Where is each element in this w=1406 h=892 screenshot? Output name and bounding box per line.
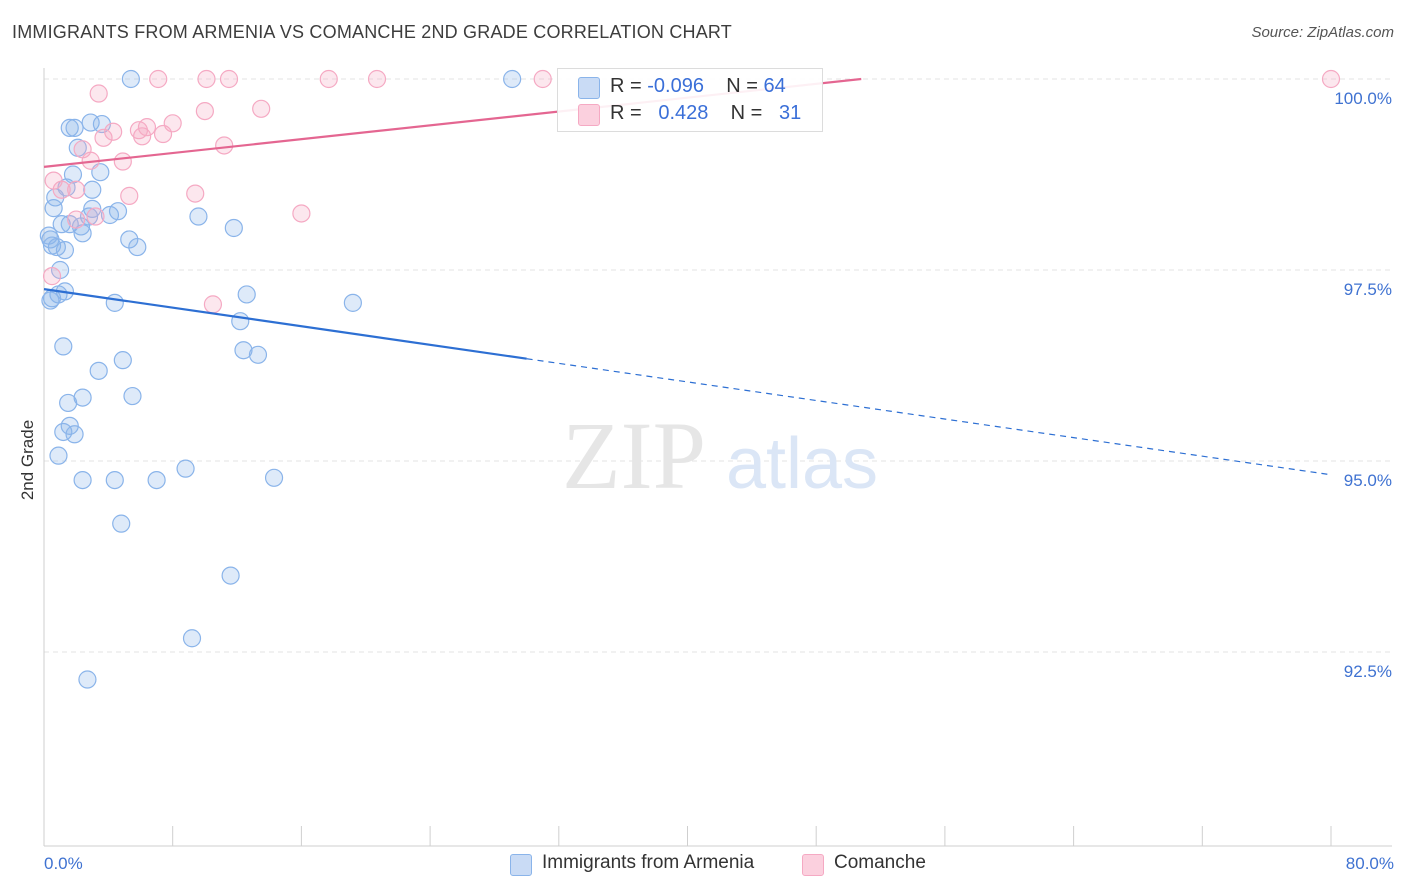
data-point-armenia xyxy=(55,241,75,260)
data-point-armenia xyxy=(44,199,63,218)
data-point-armenia xyxy=(264,468,284,487)
data-point-armenia xyxy=(147,471,166,490)
data-point-comanche xyxy=(120,186,139,205)
legend-r-label: R = xyxy=(610,102,642,124)
data-point-comanche xyxy=(42,267,62,286)
gridlines xyxy=(44,78,1392,653)
data-point-armenia xyxy=(105,293,124,312)
series-label-armenia: Immigrants from Armenia xyxy=(542,852,755,873)
data-point-armenia xyxy=(65,425,84,444)
series-swatch-comanche xyxy=(802,854,824,876)
trend-extension-armenia xyxy=(526,358,1332,476)
data-point-armenia xyxy=(60,118,79,137)
data-point-comanche xyxy=(1321,69,1341,89)
y-tick-label: 92.5% xyxy=(1344,662,1392,681)
watermark: ZIP atlas xyxy=(562,402,878,509)
watermark-atlas: atlas xyxy=(726,424,878,504)
watermark-zip: ZIP xyxy=(562,402,706,509)
x-tick-label: 80.0% xyxy=(1346,854,1394,873)
data-point-comanche xyxy=(367,69,387,89)
data-point-comanche xyxy=(197,69,216,89)
trend-line-armenia xyxy=(43,288,527,360)
series-swatch-armenia xyxy=(510,854,532,876)
data-point-armenia xyxy=(112,514,131,533)
data-point-armenia xyxy=(78,670,97,689)
tick-labels: 100.0% 97.5% 95.0% 92.5% 0.0% 80.0% xyxy=(44,89,1394,873)
legend-r-value: -0.096 xyxy=(647,75,704,97)
data-point-armenia xyxy=(41,291,60,310)
data-point-armenia xyxy=(176,459,195,478)
data-point-comanche xyxy=(113,152,132,171)
data-point-armenia xyxy=(83,180,102,199)
data-point-armenia xyxy=(59,393,78,413)
y-tick-label: 95.0% xyxy=(1344,471,1392,490)
data-point-comanche xyxy=(203,295,223,314)
data-point-comanche xyxy=(133,127,152,146)
data-point-comanche xyxy=(186,184,205,203)
data-point-armenia xyxy=(237,285,256,304)
data-point-armenia xyxy=(54,337,73,356)
data-point-armenia xyxy=(121,69,140,89)
data-point-comanche xyxy=(149,69,168,89)
data-point-armenia xyxy=(189,207,208,226)
legend-swatch-armenia xyxy=(578,77,600,99)
data-point-comanche xyxy=(219,69,239,89)
data-point-comanche xyxy=(153,124,173,144)
legend-n-value: 31 xyxy=(779,102,802,124)
data-point-comanche xyxy=(104,122,123,141)
data-point-armenia xyxy=(54,422,73,442)
data-point-armenia xyxy=(89,361,108,380)
legend-swatch-comanche xyxy=(578,104,600,126)
y-tick-label: 100.0% xyxy=(1334,89,1392,108)
data-point-comanche xyxy=(94,128,113,147)
data-point-comanche xyxy=(319,69,338,89)
data-point-armenia xyxy=(248,345,268,364)
data-point-comanche xyxy=(86,207,105,226)
legend-n-value: 64 xyxy=(763,75,786,97)
data-point-comanche xyxy=(252,99,271,118)
data-point-armenia xyxy=(182,629,202,648)
data-point-armenia xyxy=(503,69,522,89)
series-label-comanche: Comanche xyxy=(834,852,926,873)
data-point-comanche xyxy=(533,69,552,89)
data-point-armenia xyxy=(221,566,240,585)
data-point-armenia xyxy=(224,218,243,238)
data-point-armenia xyxy=(73,471,92,490)
legend-n-label: N = xyxy=(726,75,758,97)
data-point-armenia xyxy=(60,215,79,234)
data-point-armenia xyxy=(231,312,250,331)
data-point-comanche xyxy=(67,210,86,229)
data-point-armenia xyxy=(123,386,142,406)
data-point-armenia xyxy=(234,341,253,360)
source-label: Source: ZipAtlas.com xyxy=(1251,24,1394,41)
data-point-comanche xyxy=(89,84,108,103)
data-point-comanche xyxy=(195,101,214,121)
data-point-armenia xyxy=(41,230,60,249)
data-points xyxy=(39,69,1341,689)
data-point-armenia xyxy=(343,293,362,312)
x-tick-label: 0.0% xyxy=(44,854,83,873)
data-point-armenia xyxy=(100,205,120,225)
data-point-comanche xyxy=(215,136,234,155)
data-point-comanche xyxy=(67,180,86,199)
y-tick-label: 97.5% xyxy=(1344,280,1392,299)
data-point-armenia xyxy=(113,351,132,370)
data-point-armenia xyxy=(128,237,147,257)
data-point-armenia xyxy=(49,446,68,465)
data-point-armenia xyxy=(65,118,84,137)
data-point-comanche xyxy=(292,204,311,223)
stats-legend: R = -0.096 N = 64 R = 0.428 N = 31 xyxy=(557,68,823,132)
data-point-armenia xyxy=(105,471,124,490)
legend-n-label: N = xyxy=(730,102,763,124)
chart-title: IMMIGRANTS FROM ARMENIA VS COMANCHE 2ND … xyxy=(12,22,733,42)
axes xyxy=(43,68,1392,847)
legend-r-label: R = xyxy=(610,75,642,97)
data-point-comanche xyxy=(52,180,71,199)
legend-r-value: 0.428 xyxy=(658,102,709,124)
